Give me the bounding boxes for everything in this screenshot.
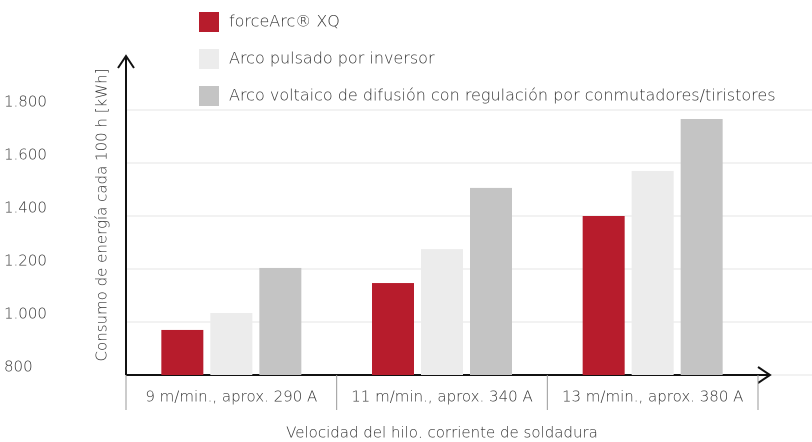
y-tick-label: 800 [4,358,33,376]
x-axis-label: Velocidad del hilo, corriente de soldadu… [286,424,598,439]
legend-label: forceArc® XQ [229,12,340,31]
y-tick-label: 1.600 [4,146,47,164]
bar [582,216,625,375]
bar [210,312,253,375]
x-tick-label: 11 m/min., aprox. 340 A [351,388,532,406]
x-tick-label: 13 m/min., aprox. 380 A [562,388,743,406]
bar [161,329,204,375]
bar [680,119,723,375]
bar [631,170,674,375]
y-tick-label: 1.800 [4,93,47,111]
x-axis-arrow [757,366,772,384]
x-tick-label: 9 m/min., aprox. 290 A [145,388,317,406]
y-axis-arrow [117,54,135,69]
bar [259,267,302,375]
bar [372,283,414,375]
legend-label: Arco voltaico de difusión con regulación… [229,86,776,105]
y-axis-label: Consumo de energía cada 100 h [kWh] [93,69,111,362]
y-tick-label: 1.000 [4,305,47,323]
legend-label: Arco pulsado por inversor [229,49,435,68]
legend-swatch [199,86,219,106]
bar [421,249,463,375]
legend-swatch [199,49,219,69]
legend-swatch [199,12,219,32]
y-tick-label: 1.400 [4,199,47,217]
bar [470,187,512,375]
y-tick-label: 1.200 [4,252,47,270]
